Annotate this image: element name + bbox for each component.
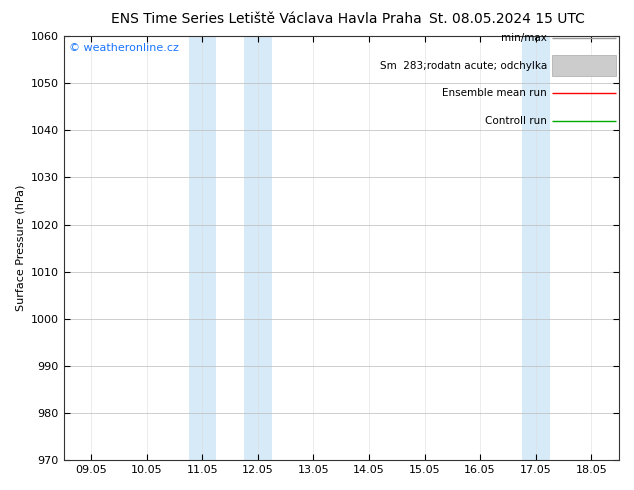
Bar [244, 36, 272, 460]
Y-axis label: Surface Pressure (hPa): Surface Pressure (hPa) [15, 185, 25, 311]
Text: St. 08.05.2024 15 UTC: St. 08.05.2024 15 UTC [429, 12, 585, 26]
Text: Ensemble mean run: Ensemble mean run [442, 88, 547, 98]
Bar [522, 36, 550, 460]
FancyBboxPatch shape [552, 55, 616, 76]
Text: © weatheronline.cz: © weatheronline.cz [69, 43, 179, 52]
Text: min/max: min/max [501, 33, 547, 43]
Text: ENS Time Series Letiště Václava Havla Praha: ENS Time Series Letiště Václava Havla Pr… [111, 12, 422, 26]
Bar [188, 36, 216, 460]
Text: Controll run: Controll run [485, 116, 547, 126]
Text: Sm  283;rodatn acute; odchylka: Sm 283;rodatn acute; odchylka [380, 61, 547, 71]
